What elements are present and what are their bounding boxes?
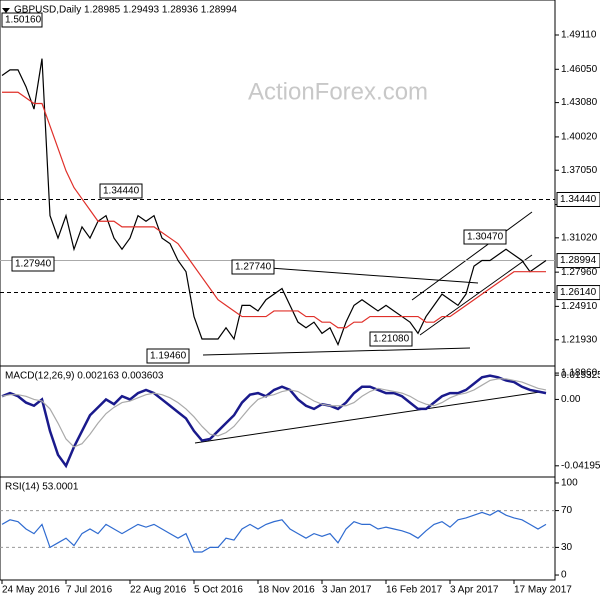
y-tick-label: 0 xyxy=(561,570,567,581)
series-line xyxy=(1,374,547,469)
y-tick-label: 0.00 xyxy=(561,394,581,405)
level-label: 1.26140 xyxy=(560,287,597,298)
y-tick-label: 1.24910 xyxy=(561,301,598,312)
x-tick-label: 22 Aug 2016 xyxy=(130,585,187,596)
level-box xyxy=(556,285,600,301)
panel-title: MACD(12,26,9) 0.002163 0.003603 xyxy=(5,371,164,382)
y-tick-label: 1.21930 xyxy=(561,334,598,345)
x-tick-label: 7 Jul 2016 xyxy=(66,585,113,596)
header-title: GBPUSD,Daily 1.28985 1.29493 1.28936 1.2… xyxy=(14,5,237,16)
menu-arrow xyxy=(2,8,10,13)
level-box xyxy=(556,253,600,269)
x-tick-label: 5 Oct 2016 xyxy=(194,585,243,596)
annotation-box xyxy=(146,348,190,364)
panel-title: RSI(14) 53.0001 xyxy=(5,482,79,493)
y-tick-label: 1.40020 xyxy=(561,132,598,143)
y-tick-label: 0.015325 xyxy=(561,370,600,381)
annotation-box xyxy=(369,331,413,347)
annotation: 1.27940 xyxy=(15,259,52,270)
trend-line xyxy=(269,267,479,284)
series-line xyxy=(1,58,547,347)
annotation: 1.30470 xyxy=(467,232,504,243)
y-tick-label: 1.49110 xyxy=(561,30,597,41)
series-line xyxy=(1,509,547,553)
y-tick-label: -0.041957 xyxy=(561,460,600,471)
watermark: ActionForex.com xyxy=(248,78,428,105)
y-tick-label: 1.37050 xyxy=(561,165,598,176)
level-label: 1.34440 xyxy=(560,194,597,205)
annotation: 1.34440 xyxy=(103,186,140,197)
annotation-box xyxy=(11,256,55,272)
annotation-box xyxy=(1,12,43,28)
y-tick-label: 1.46050 xyxy=(561,64,598,75)
y-tick-label: 70 xyxy=(561,505,573,516)
trend-line xyxy=(419,254,533,336)
annotation: 1.21080 xyxy=(373,334,410,345)
series-line xyxy=(2,91,546,329)
y-tick-label: 1.18960 xyxy=(561,368,598,379)
level-label: 1.28994 xyxy=(560,255,597,266)
trend-line xyxy=(202,347,471,356)
annotation-box xyxy=(99,183,143,199)
series-line xyxy=(1,378,547,448)
y-tick-label: 30 xyxy=(561,542,573,553)
annotation: 1.27740 xyxy=(235,262,272,273)
annotation: 1.50160 xyxy=(5,15,42,26)
annotation-box xyxy=(231,259,275,275)
x-tick-label: 16 Feb 2017 xyxy=(386,585,443,596)
x-tick-label: 18 Nov 2016 xyxy=(258,585,315,596)
y-tick-label: 100 xyxy=(561,478,578,489)
x-tick-label: 17 May 2017 xyxy=(514,585,572,596)
trend-line xyxy=(194,391,541,444)
y-tick-label: 1.27960 xyxy=(561,267,598,278)
annotation: 1.19460 xyxy=(150,351,187,362)
trend-line xyxy=(411,211,533,301)
x-tick-label: 3 Apr 2017 xyxy=(450,585,499,596)
level-box xyxy=(556,191,600,207)
x-tick-label: 24 May 2016 xyxy=(2,585,60,596)
y-tick-label: 1.31020 xyxy=(561,232,598,243)
annotation-box xyxy=(463,229,507,245)
frame xyxy=(0,0,556,581)
y-tick-label: 1.43080 xyxy=(561,97,598,108)
x-tick-label: 3 Jan 2017 xyxy=(322,585,372,596)
